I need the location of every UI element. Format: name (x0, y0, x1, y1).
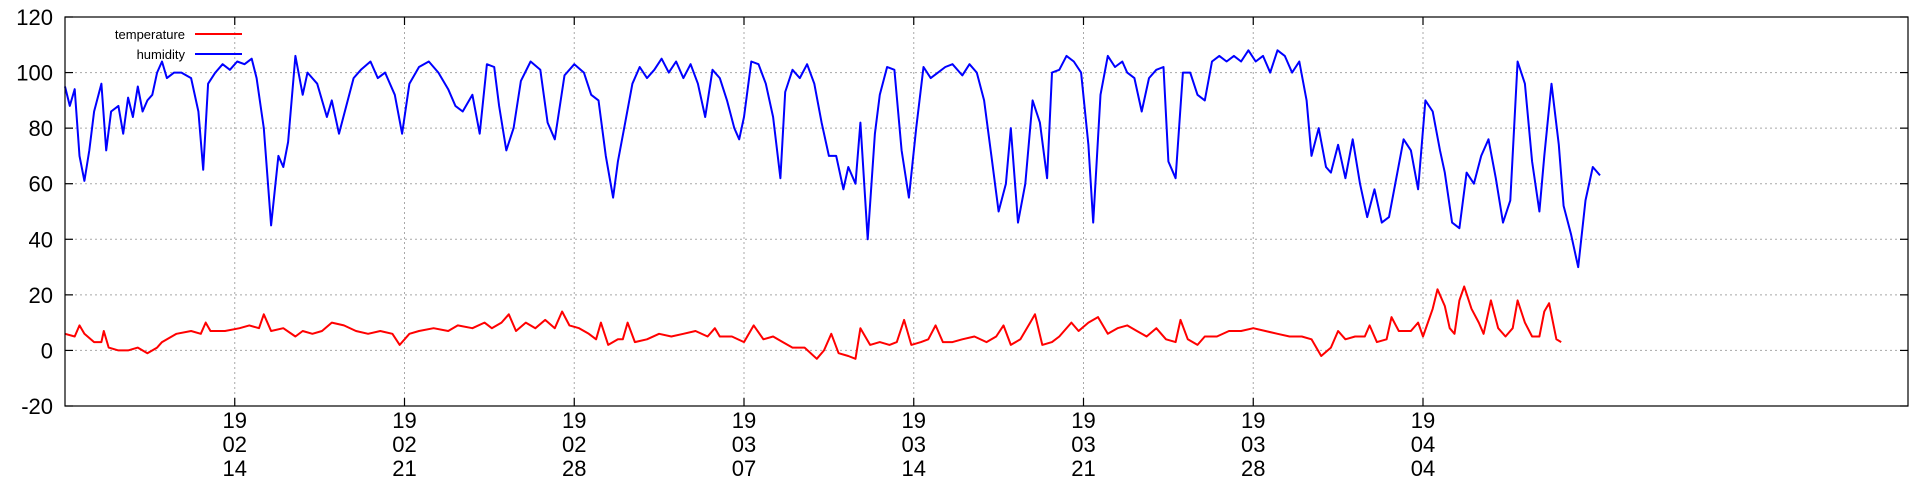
y-tick-label: 120 (16, 5, 53, 30)
x-tick-label: 21 (392, 456, 416, 480)
x-tick-label: 03 (1241, 432, 1265, 457)
x-tick-label: 19 (562, 408, 586, 433)
x-tick-label: 04 (1411, 432, 1435, 457)
legend: temperature humidity (115, 27, 242, 62)
x-tick-label: 02 (223, 432, 247, 457)
x-tick-label: 14 (223, 456, 247, 480)
x-tick-label: 19 (1241, 408, 1265, 433)
x-tick-label: 19 (1411, 408, 1435, 433)
x-tick-label: 02 (562, 432, 586, 457)
x-tick-label: 14 (902, 456, 926, 480)
y-tick-label: 40 (29, 227, 53, 252)
x-tick-label: 21 (1071, 456, 1095, 480)
x-tick-label: 07 (732, 456, 756, 480)
x-tick-label: 03 (902, 432, 926, 457)
x-tick-label: 28 (1241, 456, 1265, 480)
x-tick-label: 19 (902, 408, 926, 433)
x-tick-label: 03 (1071, 432, 1095, 457)
x-tick-label: 19 (732, 408, 756, 433)
x-tick-label: 03 (732, 432, 756, 457)
axes (64, 16, 1909, 407)
series-line-temperature (64, 285, 1562, 360)
x-axis-ticks: 1902141902211902281903071903141903211903… (223, 17, 1435, 480)
y-tick-label: 80 (29, 116, 53, 141)
y-tick-label: 60 (29, 172, 53, 197)
y-tick-label: -20 (21, 394, 53, 419)
y-tick-label: 100 (16, 61, 53, 86)
x-tick-label: 19 (223, 408, 247, 433)
y-axis-ticks: -20 0 20 40 60 80 100 120 (16, 5, 1908, 419)
x-tick-label: 19 (392, 408, 416, 433)
y-tick-label: 0 (41, 338, 53, 363)
plot-frame (64, 16, 1909, 407)
legend-label-temperature: temperature (115, 27, 185, 42)
legend-label-humidity: humidity (137, 47, 186, 62)
x-tick-label: 02 (392, 432, 416, 457)
grid-lines (65, 17, 1908, 406)
x-tick-label: 28 (562, 456, 586, 480)
x-tick-label: 04 (1411, 456, 1435, 480)
y-tick-label: 20 (29, 283, 53, 308)
series-line-humidity (64, 49, 1601, 269)
x-tick-label: 19 (1071, 408, 1095, 433)
series-layer (64, 49, 1601, 360)
